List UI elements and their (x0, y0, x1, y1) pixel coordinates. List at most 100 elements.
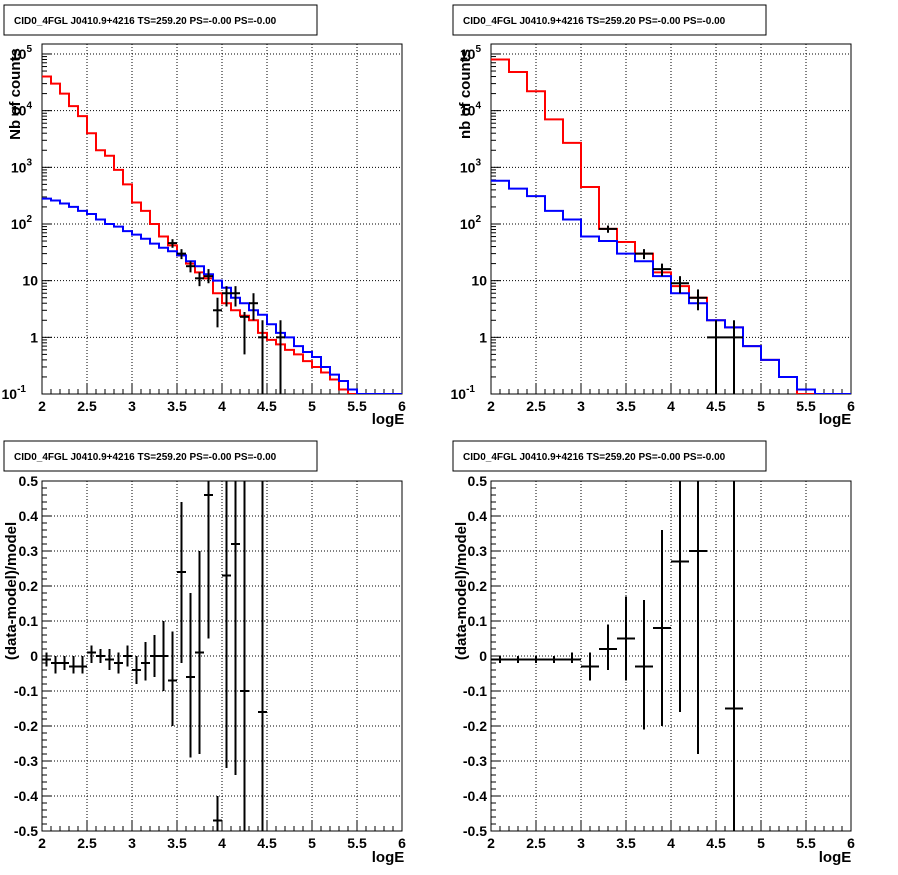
data-point (509, 656, 527, 663)
y-tick-label: 103 (11, 157, 33, 175)
x-tick-label: 5.5 (796, 398, 816, 414)
data-point (204, 481, 213, 639)
y-tick-label: -0.4 (14, 788, 38, 804)
x-tick-label: 5 (757, 835, 765, 851)
x-tick-label: 3 (577, 835, 585, 851)
y-tick-label: 10 (22, 273, 38, 289)
x-tick-label: 6 (847, 398, 855, 414)
data-point (689, 289, 707, 311)
x-tick-label: 6 (398, 835, 406, 851)
x-tick-label: 2.5 (77, 835, 97, 851)
data-point (186, 261, 195, 273)
data-point (671, 276, 689, 294)
data-point (222, 481, 231, 768)
x-tick-label: 5 (308, 835, 316, 851)
chart-title: CID0_4FGL J0410.9+4216 TS=259.20 PS=-0.0… (463, 16, 726, 27)
x-tick-label: 3.5 (616, 398, 636, 414)
step-series-blue (42, 197, 402, 394)
data-point (51, 656, 60, 674)
data-point (527, 656, 545, 663)
data-point (69, 656, 78, 674)
chart-panel-top-left: 2 2.5 3 3.5 4 4.5 5 5.5 610-1110102103104105logE… (2, 4, 406, 428)
data-point (545, 656, 563, 663)
y-tick-label: 0.3 (468, 543, 488, 559)
chart-title: CID0_4FGL J0410.9+4216 TS=259.20 PS=-0.0… (463, 452, 726, 463)
y-tick-label: 0.2 (19, 578, 39, 594)
x-tick-label: 2.5 (526, 835, 546, 851)
data-point (231, 481, 240, 775)
y-tick-label: 102 (460, 214, 482, 232)
x-tick-label: 4 (667, 398, 675, 414)
title-box (452, 440, 767, 472)
y-tick-label: -0.3 (14, 753, 38, 769)
y-tick-label: -0.4 (463, 788, 487, 804)
data-point (563, 652, 581, 663)
title-box (3, 4, 318, 36)
y-tick-label: 0.4 (468, 508, 488, 524)
y-axis-label: (data-model)/model (3, 522, 20, 660)
y-tick-label: 0.4 (19, 508, 39, 524)
series-group (42, 75, 402, 394)
x-tick-label: 2 (38, 835, 46, 851)
x-tick-label: 2.5 (77, 398, 97, 414)
data-point (114, 652, 123, 674)
y-tick-label: 0.1 (468, 613, 488, 629)
chart-panel-bottom-right: 2 2.5 3 3.5 4 4.5 5 5.5 6 -0.5 -0.4 -0.3 -0.2 -0.1 0 0.… (452, 440, 855, 866)
x-tick-label: 4 (218, 835, 226, 851)
data-point (725, 481, 743, 831)
x-tick-label: 5 (757, 398, 765, 414)
x-tick-label: 3 (128, 835, 136, 851)
data-point (249, 293, 258, 321)
data-point (240, 311, 249, 355)
data-point (222, 286, 231, 307)
y-tick-label: 0 (479, 648, 487, 664)
y-tick-label: -0.5 (463, 823, 487, 839)
x-tick-label: 6 (847, 835, 855, 851)
data-point (213, 796, 222, 831)
x-tick-label: 4 (218, 398, 226, 414)
x-tick-label: 5.5 (347, 398, 367, 414)
y-tick-label: 10 (471, 273, 487, 289)
x-tick-label: 2 (38, 398, 46, 414)
data-point (276, 320, 285, 394)
y-tick-label: -0.1 (463, 683, 487, 699)
x-axis-label: logE (372, 849, 405, 866)
chart-panel-bottom-left: 2 2.5 3 3.5 4 4.5 5 5.5 6 -0.5 -0.4 -0.3 -0.2 -0.1 0 0.… (3, 440, 406, 866)
chart-panel-top-right: 2 2.5 3 3.5 4 4.5 5 5.5 610-1110102103104105logE… (451, 4, 855, 428)
series-group (491, 481, 743, 831)
x-tick-label: 2 (487, 398, 495, 414)
x-tick-label: 5 (308, 398, 316, 414)
data-point (78, 656, 87, 674)
y-axis-label: (data-model)/model (453, 522, 470, 660)
y-tick-label: 1 (30, 329, 38, 345)
x-tick-label: 3 (128, 398, 136, 414)
x-tick-label: 3.5 (167, 398, 187, 414)
data-point (150, 635, 159, 677)
data-point (599, 225, 617, 233)
data-point (204, 269, 213, 284)
data-point (635, 249, 653, 260)
series-group (42, 481, 267, 831)
chart-title: CID0_4FGL J0410.9+4216 TS=259.20 PS=-0.0… (14, 452, 277, 463)
y-tick-label: -0.3 (463, 753, 487, 769)
y-tick-label: 0.5 (468, 473, 488, 489)
data-point (491, 656, 509, 663)
y-tick-label: 1 (479, 329, 487, 345)
data-point (689, 481, 707, 754)
data-point (617, 596, 635, 681)
x-tick-label: 5.5 (347, 835, 367, 851)
x-tick-label: 4 (667, 835, 675, 851)
x-tick-label: 4.5 (257, 398, 277, 414)
x-tick-label: 4.5 (706, 398, 726, 414)
data-point (599, 624, 617, 670)
data-point (168, 631, 177, 726)
data-point (87, 645, 96, 663)
y-tick-label: 103 (460, 157, 482, 175)
data-point (42, 652, 51, 667)
data-point (132, 656, 141, 684)
y-tick-label: 0 (30, 648, 38, 664)
data-point (258, 320, 267, 394)
x-tick-label: 2 (487, 835, 495, 851)
data-point (195, 551, 204, 754)
